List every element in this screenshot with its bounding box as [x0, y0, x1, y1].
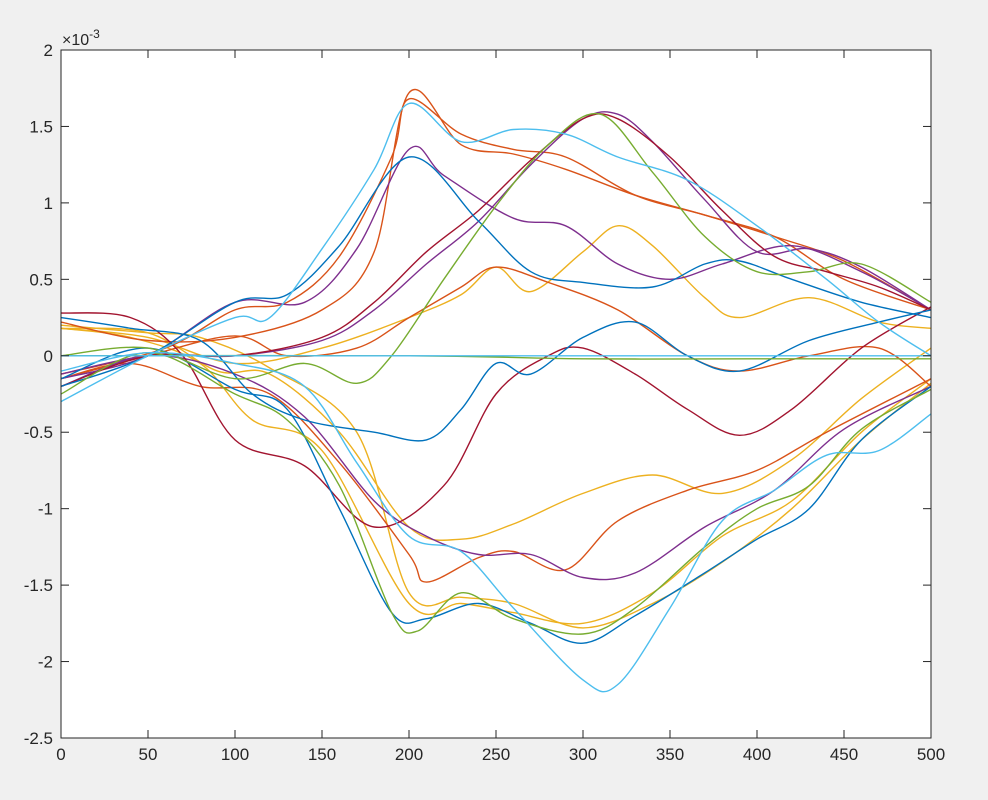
- series-line-7: [60, 266, 932, 387]
- y-tick-label: -2.5: [24, 729, 53, 748]
- x-tick-label: 300: [569, 745, 597, 764]
- x-tick-label: 250: [482, 745, 510, 764]
- x-tick-label: 450: [830, 745, 858, 764]
- x-axis: 0 50 100 150 200 250 300 350 400 450 500: [56, 50, 945, 764]
- x-tick-label: 200: [395, 745, 423, 764]
- x-tick-label: 350: [656, 745, 684, 764]
- y-tick-label: -0.5: [24, 423, 53, 442]
- series-line-2: [60, 327, 932, 625]
- series-line-21: [60, 351, 932, 693]
- x-tick-label: 400: [743, 745, 771, 764]
- y-tick-label: 1.5: [29, 117, 53, 136]
- x-tick-label: 0: [56, 745, 65, 764]
- y-tick-label: -1.5: [24, 576, 53, 595]
- series-line-5: [60, 89, 932, 343]
- y-axis: -2.5 -2 -1.5 -1 -0.5 0 0.5 1 1.5 2: [24, 41, 931, 748]
- series-line-8: [60, 362, 932, 583]
- y-tick-label: -2: [38, 653, 53, 672]
- series-line-12: [60, 306, 932, 528]
- series-line-3: [60, 327, 932, 542]
- y-tick-label: 1: [44, 194, 53, 213]
- series-line-17: [60, 112, 932, 385]
- y-tick-label: -1: [38, 500, 53, 519]
- x-tick-label: 50: [139, 745, 158, 764]
- y-tick-label: 0.5: [29, 270, 53, 289]
- y-tick-label: 0: [44, 347, 53, 366]
- x-tick-label: 100: [221, 745, 249, 764]
- series-line-18: [60, 351, 932, 635]
- series-line-1: [60, 324, 932, 629]
- y-exponent-label: ×10-3: [62, 27, 100, 49]
- series-line-15: [60, 156, 932, 388]
- series-line-4: [60, 225, 932, 365]
- series-layer: [60, 89, 932, 693]
- series-line-20: [60, 102, 932, 403]
- series-line-14: [60, 309, 932, 442]
- y-tick-label: 2: [44, 41, 53, 60]
- x-tick-label: 150: [308, 745, 336, 764]
- x-tick-label: 500: [917, 745, 945, 764]
